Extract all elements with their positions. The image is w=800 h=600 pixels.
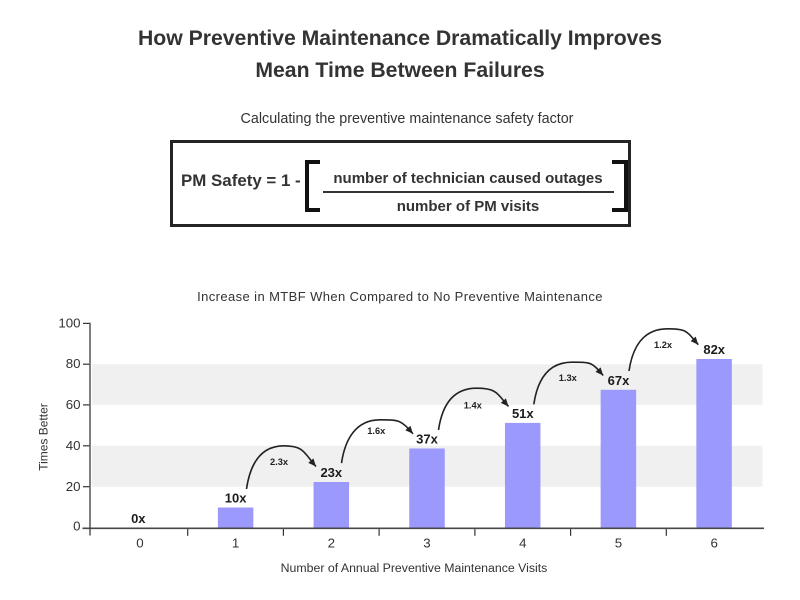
svg-text:60: 60 (66, 397, 81, 412)
svg-text:1.3x: 1.3x (559, 373, 578, 383)
svg-text:0x: 0x (131, 511, 146, 526)
svg-text:20: 20 (66, 479, 81, 494)
svg-text:1: 1 (232, 536, 239, 551)
svg-text:10x: 10x (225, 491, 247, 506)
svg-text:2: 2 (328, 536, 335, 551)
svg-text:51x: 51x (512, 406, 534, 421)
svg-text:0: 0 (73, 519, 80, 534)
svg-text:5: 5 (615, 536, 622, 551)
svg-text:1.6x: 1.6x (367, 426, 386, 436)
svg-text:80: 80 (66, 356, 81, 371)
svg-text:82x: 82x (703, 342, 725, 357)
svg-text:37x: 37x (416, 432, 438, 447)
svg-text:40: 40 (66, 438, 81, 453)
svg-text:23x: 23x (320, 465, 342, 480)
svg-text:Increase in MTBF When Compared: Increase in MTBF When Compared to No Pre… (197, 289, 603, 304)
svg-text:3: 3 (423, 536, 430, 551)
svg-text:1.2x: 1.2x (654, 340, 673, 350)
svg-text:Times Better: Times Better (37, 403, 51, 471)
svg-text:Number of Annual Preventive Ma: Number of Annual Preventive Maintenance … (281, 561, 548, 575)
svg-text:4: 4 (519, 536, 526, 551)
svg-text:2.3x: 2.3x (270, 457, 289, 467)
svg-text:1.4x: 1.4x (464, 400, 483, 410)
svg-text:0: 0 (136, 536, 143, 551)
svg-text:100: 100 (58, 316, 80, 331)
svg-text:67x: 67x (608, 373, 630, 388)
svg-text:6: 6 (710, 536, 717, 551)
